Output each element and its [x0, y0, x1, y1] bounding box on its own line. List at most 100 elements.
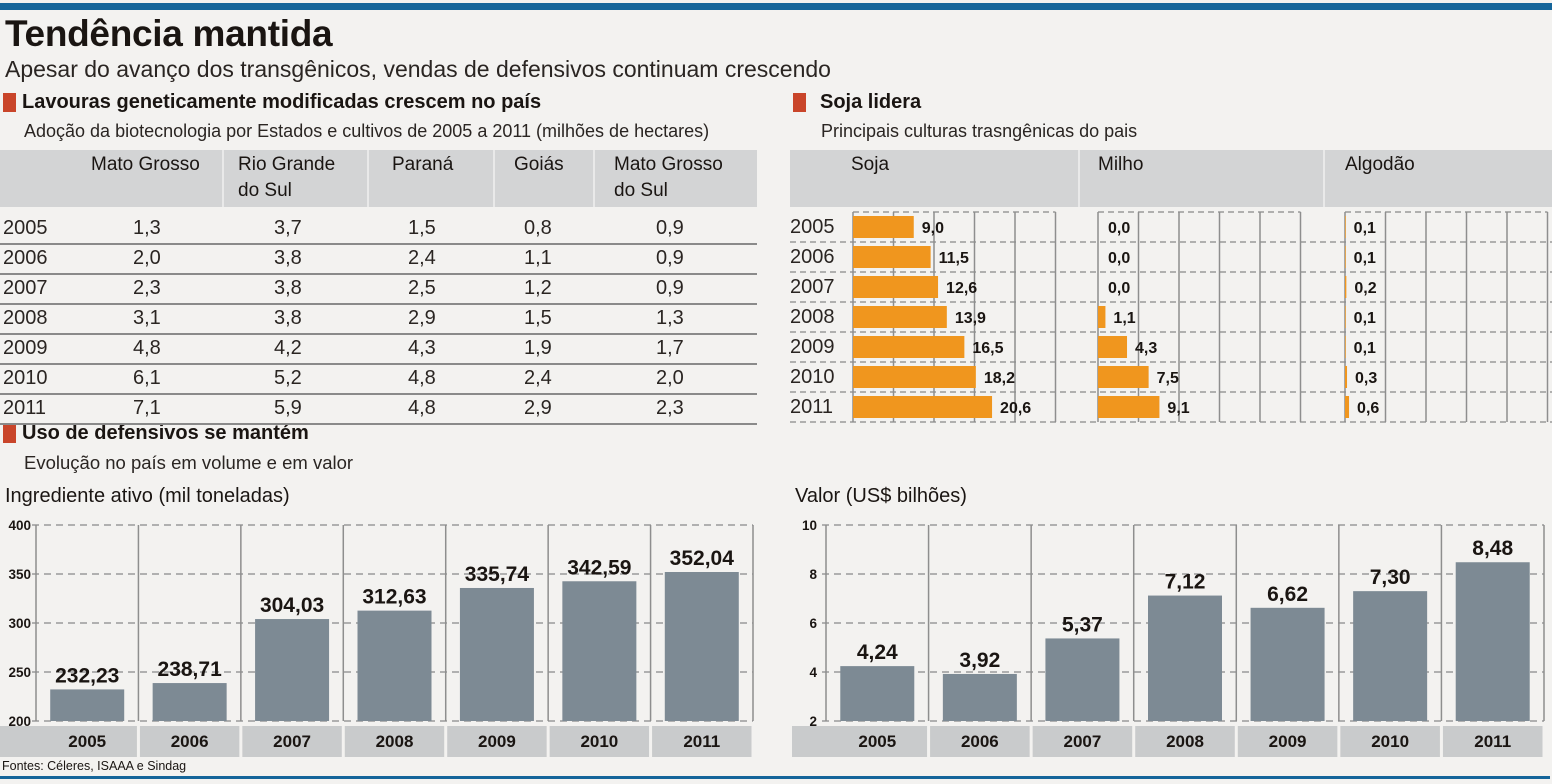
bar-value-label: 0,0	[1108, 220, 1130, 237]
x-tick-label: 2011	[683, 732, 720, 751]
table-header-cell: Rio Grande do Sul	[238, 152, 335, 204]
row-year: 2006	[3, 247, 48, 269]
bar-value-label: 0,1	[1354, 250, 1376, 267]
table-cell: 3,8	[274, 277, 302, 299]
table-header-divider	[593, 150, 595, 207]
row-separator	[0, 243, 757, 245]
bar-value-label: 12,6	[946, 280, 977, 297]
bar-value-label: 7,12	[1165, 571, 1206, 594]
bar-value-label: 232,23	[55, 664, 119, 687]
table-cell: 1,3	[133, 217, 161, 239]
bar-2007	[1045, 638, 1120, 721]
bar-Soja-2011	[853, 396, 993, 418]
crop-header-1: Milho	[1098, 154, 1144, 175]
table-header-cell: Mato Grosso	[91, 152, 200, 178]
y-tick-label: 200	[8, 714, 31, 729]
table-cell: 2,4	[524, 367, 552, 389]
bar-Algodão-2006	[1345, 246, 1346, 268]
table-cell: 2,0	[133, 247, 161, 269]
section-marker-icon	[3, 424, 16, 443]
x-label-box	[1237, 726, 1338, 757]
bar-Soja-2006	[853, 246, 931, 268]
x-tick-label: 2007	[1064, 732, 1102, 751]
bar-Algodão-2010	[1345, 366, 1348, 388]
bar-value-label: 0,1	[1354, 310, 1376, 327]
table-cell: 0,9	[656, 217, 684, 239]
crop-row-year: 2011	[790, 396, 834, 418]
row-separator	[0, 363, 757, 365]
bar-2005	[840, 666, 915, 721]
table-header-divider	[222, 150, 224, 207]
crop-header-2: Algodão	[1345, 154, 1415, 175]
bar-value-label: 0,3	[1355, 370, 1377, 387]
table-cell: 3,1	[133, 307, 161, 329]
table-cell: 2,3	[133, 277, 161, 299]
table-cell: 1,2	[524, 277, 552, 299]
table-cell: 2,5	[408, 277, 436, 299]
row-separator	[0, 273, 757, 275]
bar-Algodão-2005	[1345, 216, 1346, 238]
page-title: Tendência mantida	[5, 13, 333, 54]
bar-Soja-2009	[853, 336, 965, 358]
crop-row-year: 2010	[790, 366, 835, 388]
x-label-box	[652, 726, 752, 757]
x-tick-label: 2008	[376, 732, 414, 751]
table-cell: 4,8	[133, 337, 161, 359]
y-tick-label: 6	[809, 616, 817, 631]
x-tick-label: 2011	[1474, 732, 1511, 751]
bar-value-label: 1,1	[1113, 310, 1135, 327]
table-cell: 0,8	[524, 217, 552, 239]
table-cell: 2,0	[656, 367, 684, 389]
bar-2006	[152, 683, 227, 721]
bar-value-label: 6,62	[1267, 583, 1308, 606]
crop-row-year: 2007	[790, 276, 835, 298]
table-row: 2011 7,1 5,9 4,8 2,9 2,3	[0, 395, 757, 425]
bar-value-label: 3,92	[959, 649, 1000, 672]
table-cell: 1,5	[524, 307, 552, 329]
table-cell: 2,4	[408, 247, 436, 269]
crop-row-year: 2006	[790, 246, 835, 268]
bar-2009	[1250, 607, 1325, 721]
bar-Milho-2011	[1098, 396, 1160, 418]
y-tick-label: 10	[802, 518, 817, 533]
header-line-1: Goiás	[514, 154, 564, 175]
bar-2010	[562, 581, 637, 721]
bar-2007	[255, 619, 330, 721]
bar-value-label: 335,74	[465, 563, 530, 586]
x-tick-label: 2010	[1371, 732, 1409, 751]
x-tick-label: 2005	[858, 732, 896, 751]
page-subtitle: Apesar do avanço dos transgênicos, venda…	[5, 56, 831, 82]
x-label-box	[549, 726, 650, 757]
bar-value-label: 20,6	[1000, 400, 1031, 417]
bar-value-label: 16,5	[972, 340, 1003, 357]
table-cell: 0,9	[656, 247, 684, 269]
x-label-box	[447, 726, 547, 757]
bar-Milho-2009	[1098, 336, 1128, 358]
bar-Soja-2005	[853, 216, 914, 238]
y-tick-label: 2	[809, 714, 817, 729]
bar-2010	[1353, 591, 1428, 721]
bar-value-label: 0,0	[1108, 280, 1130, 297]
table-header-cell: Mato Grosso do Sul	[614, 152, 723, 204]
bar-value-label: 18,2	[984, 370, 1015, 387]
header-line-1: Mato Grosso	[91, 154, 200, 175]
bar-value-label: 4,3	[1135, 340, 1157, 357]
header-line-1: Rio Grande	[238, 154, 336, 175]
table-cell: 1,9	[524, 337, 552, 359]
table-header-divider	[493, 150, 495, 207]
table-cell: 7,1	[133, 397, 161, 419]
bar-Algodão-2008	[1345, 306, 1346, 328]
table-header-divider	[1323, 150, 1325, 207]
section-title-pesticides: Uso de defensivos se mantém	[22, 422, 309, 444]
x-label-box	[1340, 726, 1440, 757]
row-separator	[0, 333, 757, 335]
bar-value-label: 304,03	[260, 594, 324, 617]
bar-value-label: 9,0	[922, 220, 944, 237]
bar-value-label: 342,59	[567, 556, 631, 579]
section-subtitle-pesticides: Evolução no país em volume e em valor	[24, 452, 354, 473]
bar-value-label: 13,9	[955, 310, 986, 327]
bar-2008	[357, 610, 432, 721]
x-label-box	[1135, 726, 1235, 757]
top-accent-bar	[0, 3, 1552, 10]
